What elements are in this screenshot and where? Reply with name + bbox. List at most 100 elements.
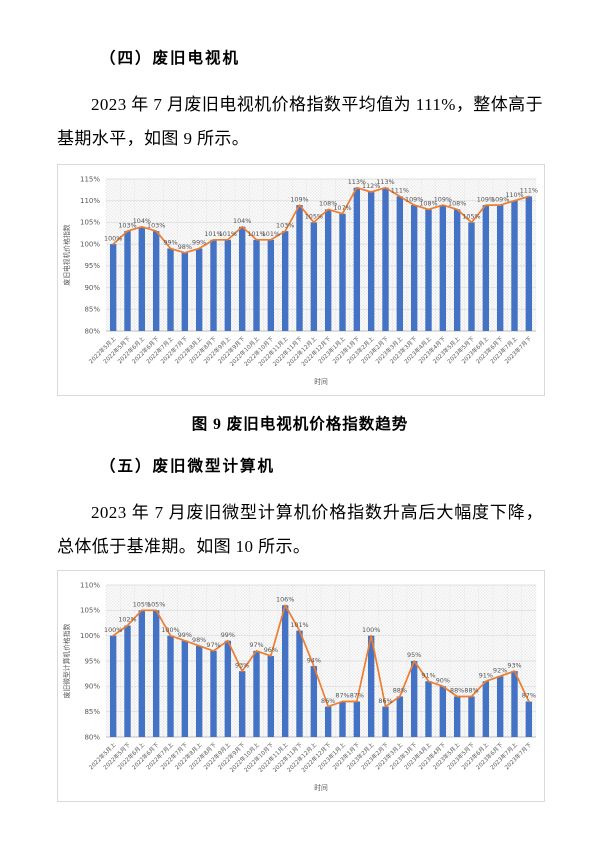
tv-price-index-chart: 80%85%90%95%100%105%110%115%100%103%104%… [62,175,538,386]
bar [224,640,232,737]
data-label: 107% [333,204,351,212]
data-label: 100% [161,626,179,634]
bar [482,205,490,331]
bar [382,187,389,331]
y-axis-title: 废旧微型计算机价格指数 [62,623,71,698]
bar [181,252,189,331]
computer-price-index-chart: 80%85%90%95%100%105%110%100%102%105%105%… [62,581,537,792]
data-label: 88% [450,687,464,695]
data-label: 99% [192,239,206,247]
data-label: 97% [249,641,263,649]
bar [281,231,289,331]
data-label: 105% [305,213,323,221]
bar [224,239,232,331]
bar [468,696,475,737]
bar [425,209,432,331]
data-label: 99% [163,239,177,247]
data-label: 88% [393,687,407,695]
bar [253,650,260,737]
data-label: 109% [290,195,308,203]
bar [210,650,217,737]
data-label: 109% [477,195,495,203]
bar [167,248,174,331]
bar [124,231,131,331]
bar [382,706,389,737]
data-label: 103% [118,221,136,229]
bar [439,686,447,737]
y-tick-label: 105% [80,607,100,615]
data-label: 101% [247,230,265,238]
bar [511,200,518,331]
data-label: 101% [262,230,280,238]
bar [109,635,117,737]
vertical-gridlines [105,179,537,331]
bar [525,196,533,331]
y-tick-label: 100% [80,240,100,248]
bar [138,610,146,737]
data-label: 100% [104,234,122,242]
x-axis-title: 时间 [314,783,328,792]
bar [109,244,117,331]
y-tick-label: 105% [80,219,100,227]
data-label: 101% [204,230,222,238]
y-tick-label: 100% [80,632,100,640]
bar [439,205,447,331]
bar [124,625,131,737]
section-5-heading: （五）废旧微型计算机 [100,458,276,475]
bar [425,681,432,737]
bar [310,666,318,737]
data-label: 112% [362,182,380,190]
bar [511,671,518,737]
data-label: 92% [493,666,507,674]
y-tick-label: 115% [80,175,100,183]
data-label: 102% [118,616,136,624]
data-label: 99% [221,631,235,639]
y-tick-label: 85% [84,708,100,716]
bar [339,701,346,737]
data-label: 90% [436,677,450,685]
bar [267,655,275,737]
bar [296,630,303,737]
data-label: 104% [233,217,251,225]
bar [339,213,346,331]
bar [396,196,404,331]
plot-area [106,179,536,331]
x-axis-title: 时间 [314,377,328,386]
data-label: 87% [335,692,349,700]
data-label: 109% [491,195,509,203]
bar [167,635,174,737]
data-label: 99% [178,631,192,639]
bar [195,645,203,737]
data-label: 87% [522,692,536,700]
bar [210,239,217,331]
figure-9-caption: 图 9 废旧电视机价格指数趋势 [191,416,409,433]
data-label: 108% [448,200,466,208]
bar [267,239,275,331]
data-label: 96% [264,646,278,654]
data-label: 110% [505,191,523,199]
data-label: 113% [376,178,394,186]
y-tick-label: 80% [84,327,100,335]
line-series [112,604,530,708]
bar [367,192,375,331]
bar-series [109,187,533,331]
data-label: 111% [520,187,538,195]
bar [195,248,203,331]
x-axis-labels: 2022年5月上2022年5月下2022年6月上2022年6月下2022年7月上… [87,741,533,774]
bar [324,209,332,331]
data-label: 91% [421,671,435,679]
bar [324,706,332,737]
figure-10-chart: 80% 85% 90% 95% 100% 105% 110% 100% 102% 105% 105%… [57,570,545,802]
bar [453,696,461,737]
data-label: 94% [307,656,321,664]
data-label: 87% [350,692,364,700]
data-label: 100% [104,626,122,634]
bar [453,209,461,331]
data-label: 88% [464,687,478,695]
line-series [112,186,530,254]
y-tick-label: 85% [84,306,100,314]
bar [496,205,504,331]
data-label: 95% [407,651,421,659]
bar [396,696,404,737]
